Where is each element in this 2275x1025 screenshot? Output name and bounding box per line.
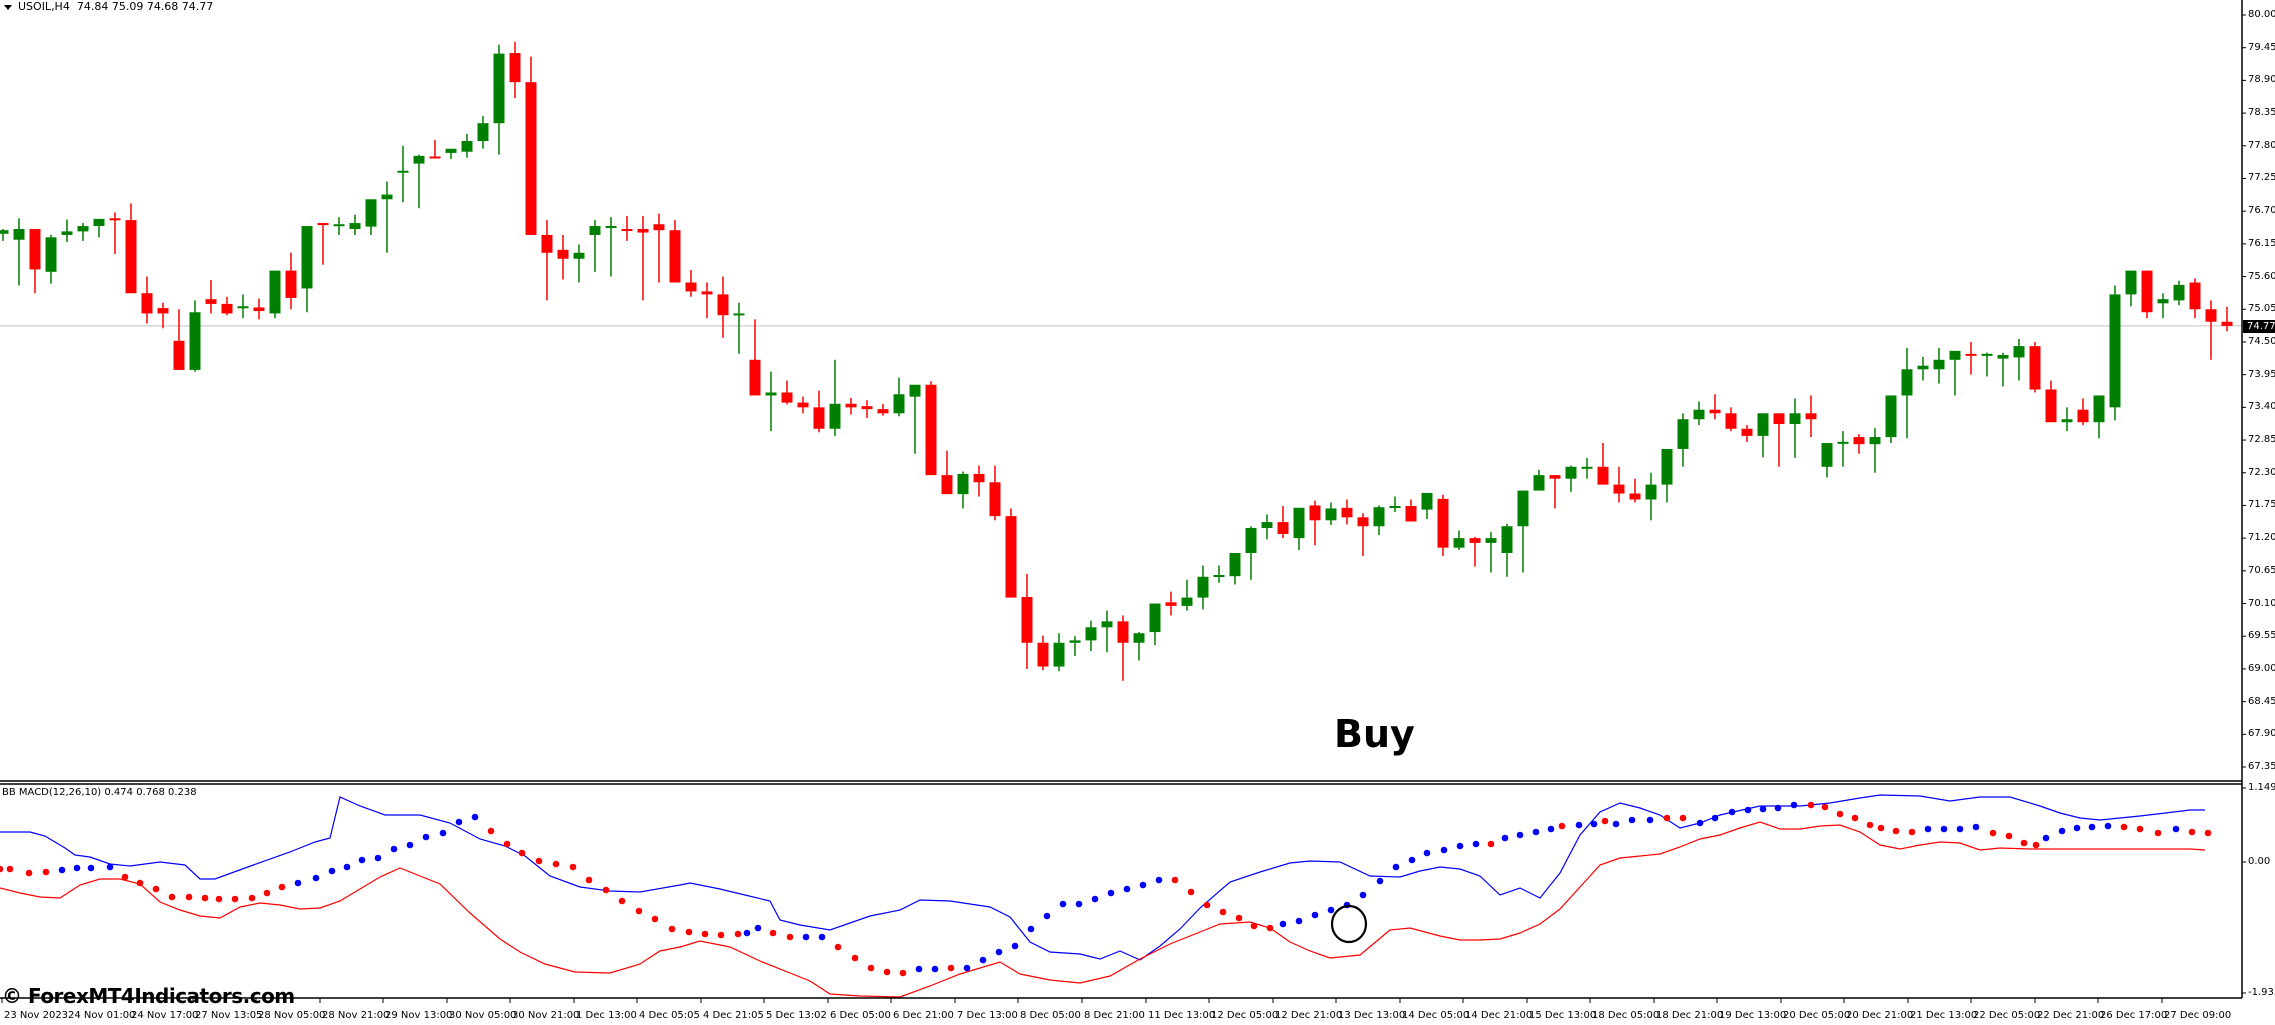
time-tick-label: 29 Nov 13:00	[385, 1010, 453, 1021]
price-axis-ticks	[2242, 14, 2246, 994]
time-tick-label: 7 Dec 13:00	[957, 1010, 1018, 1021]
indicator-tick-label: 1.149	[2248, 782, 2275, 793]
time-tick-label: 22 Dec 05:00	[1973, 1010, 2041, 1021]
time-tick-label: 13 Dec 13:00	[1338, 1010, 1406, 1021]
time-tick-label: 11 Dec 13:00	[1148, 1010, 1216, 1021]
time-axis-ticks	[1, 998, 2163, 1003]
time-tick-label: 21 Dec 13:00	[1910, 1010, 1978, 1021]
time-tick-label: 12 Dec 21:00	[1275, 1010, 1343, 1021]
bb-macd-dots	[0, 801, 2212, 977]
watermark: © ForexMT4Indicators.com	[2, 984, 295, 1008]
time-tick-label: 6 Dec 05:00	[830, 1010, 891, 1021]
time-tick-label: 24 Nov 01:00	[68, 1010, 136, 1021]
time-tick-label: 12 Dec 05:00	[1211, 1010, 1279, 1021]
time-tick-label: 4 Dec 05:05	[639, 1010, 700, 1021]
price-tick-label: 71.20	[2248, 532, 2275, 544]
time-tick-label: 20 Dec 05:00	[1783, 1010, 1851, 1021]
indicator-label: BB MACD(12,26,10) 0.474 0.768 0.238	[2, 787, 197, 798]
price-tick-label: 74.50	[2248, 335, 2275, 347]
price-tick-label: 67.90	[2248, 728, 2275, 740]
time-tick-label: 23 Nov 2023	[4, 1010, 69, 1021]
price-tick-label: 77.80	[2248, 139, 2275, 151]
symbol-header[interactable]: USOIL,H4 74.84 75.09 74.68 74.77	[4, 0, 213, 13]
signal-circle-marker	[1330, 904, 1368, 944]
time-tick-label: 20 Dec 21:00	[1846, 1010, 1914, 1021]
price-tick-label: 70.65	[2248, 564, 2275, 576]
price-tick-label: 79.45	[2248, 41, 2275, 53]
price-tick-label: 73.40	[2248, 401, 2275, 413]
time-tick-label: 15 Dec 13:00	[1529, 1010, 1597, 1021]
price-tick-label: 78.90	[2248, 74, 2275, 86]
time-tick-label: 5 Dec 13:02	[766, 1010, 827, 1021]
indicator-tick-label: -1.933	[2248, 987, 2275, 998]
price-tick-label: 75.05	[2248, 303, 2275, 315]
time-tick-label: 4 Dec 21:05	[703, 1010, 764, 1021]
price-tick-label: 71.75	[2248, 499, 2275, 511]
bb-macd-bands	[0, 794, 2206, 998]
time-tick-label: 27 Nov 13:05	[195, 1010, 263, 1021]
price-tick-label: 68.45	[2248, 695, 2275, 707]
price-tick-label: 75.60	[2248, 270, 2275, 282]
price-tick-label: 76.70	[2248, 205, 2275, 217]
time-tick-label: 19 Dec 13:00	[1719, 1010, 1787, 1021]
ohlc-values: 74.84 75.09 74.68 74.77	[76, 0, 214, 13]
time-tick-label: 14 Dec 05:00	[1402, 1010, 1470, 1021]
time-tick-label: 30 Nov 05:00	[449, 1010, 517, 1021]
time-tick-label: 30 Nov 21:00	[512, 1010, 580, 1021]
time-tick-label: 8 Dec 21:00	[1084, 1010, 1145, 1021]
buy-annotation: Buy	[1334, 712, 1415, 756]
price-tick-label: 69.55	[2248, 630, 2275, 642]
price-tick-label: 77.25	[2248, 172, 2275, 184]
dropdown-triangle-icon[interactable]	[4, 4, 12, 10]
price-tick-label: 76.15	[2248, 237, 2275, 249]
time-tick-label: 24 Nov 17:00	[131, 1010, 199, 1021]
time-tick-label: 18 Dec 05:00	[1592, 1010, 1660, 1021]
price-tick-label: 69.00	[2248, 662, 2275, 674]
time-tick-label: 8 Dec 05:00	[1020, 1010, 1081, 1021]
time-tick-label: 28 Nov 05:00	[258, 1010, 326, 1021]
current-price-badge: 74.77	[2243, 320, 2275, 333]
price-tick-label: 72.30	[2248, 466, 2275, 478]
symbol-label: USOIL,H4	[18, 0, 70, 13]
price-tick-label: 80.00	[2248, 9, 2275, 20]
price-tick-label: 67.35	[2248, 761, 2275, 772]
price-tick-label: 72.85	[2248, 434, 2275, 446]
time-tick-label: 27 Dec 09:00	[2164, 1010, 2232, 1021]
indicator-tick-label: 0.00	[2248, 856, 2271, 867]
time-tick-label: 6 Dec 21:00	[893, 1010, 954, 1021]
time-tick-label: 14 Dec 21:00	[1465, 1010, 1533, 1021]
time-tick-label: 22 Dec 21:00	[2037, 1010, 2105, 1021]
time-tick-label: 1 Dec 13:00	[576, 1010, 637, 1021]
time-tick-label: 28 Nov 21:00	[322, 1010, 390, 1021]
price-tick-label: 70.10	[2248, 597, 2275, 609]
candlestick-series	[0, 41, 2233, 681]
price-tick-label: 73.95	[2248, 368, 2275, 380]
time-tick-label: 18 Dec 21:00	[1656, 1010, 1724, 1021]
price-tick-label: 78.35	[2248, 107, 2275, 119]
time-tick-label: 26 Dec 17:00	[2100, 1010, 2168, 1021]
